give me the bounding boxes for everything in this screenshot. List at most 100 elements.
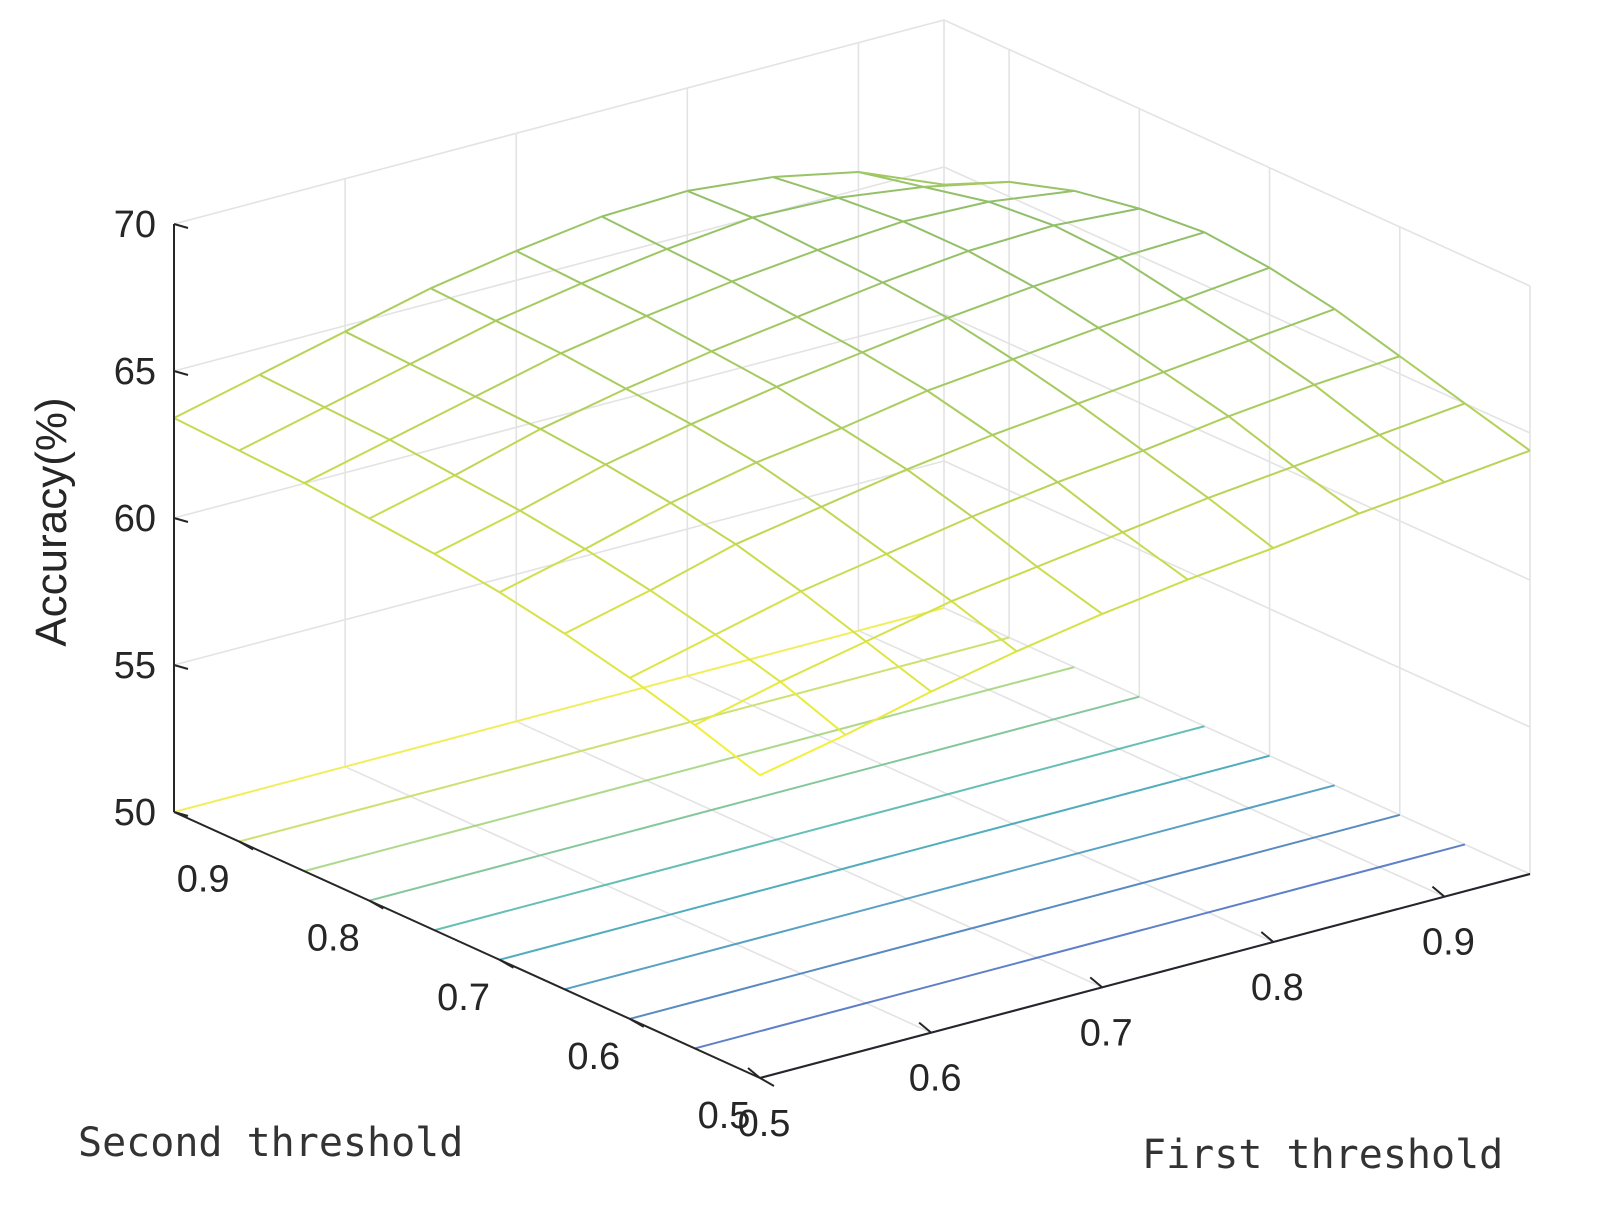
y-axis-label: Second threshold — [78, 1120, 463, 1166]
surface-mesh-line — [796, 281, 884, 318]
surface-mesh-line — [1053, 224, 1120, 259]
surface-mesh-line — [902, 220, 969, 252]
surface-mesh-line — [629, 677, 696, 726]
surface-mesh-line — [694, 680, 781, 726]
surface-mesh-line — [564, 632, 631, 679]
surface-mesh-line — [751, 216, 819, 251]
surface-mesh-line — [499, 591, 566, 635]
surface-mesh-line — [1101, 578, 1189, 615]
surface-mesh-line — [1122, 496, 1209, 534]
surface-mesh-line — [906, 434, 993, 471]
surface-mesh-line — [735, 543, 802, 593]
surface-mesh-line — [1228, 383, 1315, 418]
side-wall-gridline — [943, 166, 1531, 434]
surface-mesh-line — [1008, 180, 1075, 192]
surface-mesh-line — [645, 315, 713, 353]
floor-contour-line — [499, 754, 1270, 961]
surface-mesh-line — [951, 565, 1038, 603]
surface-mesh-line — [690, 423, 757, 464]
surface-mesh-line — [1077, 402, 1144, 452]
z-axis-label: Accuracy(%) — [27, 397, 76, 646]
surface-mesh-line — [409, 363, 476, 398]
surface-mesh-line — [1118, 257, 1185, 301]
surface-mesh-line — [902, 200, 989, 223]
surface-mesh-line — [950, 600, 1018, 653]
surface-mesh-line — [947, 317, 1014, 361]
surface-mesh-line — [1056, 481, 1124, 534]
surface-mesh-line — [1163, 339, 1250, 373]
surface-mesh-line — [495, 319, 562, 355]
z-tick-mark — [173, 664, 189, 670]
z-tick-mark — [173, 223, 189, 229]
surface-mesh-line — [1032, 285, 1099, 329]
surface-mesh-line — [649, 589, 716, 636]
surface-mesh-line — [967, 224, 1055, 252]
surface-mesh-line — [259, 373, 326, 409]
surface-mesh-line — [772, 176, 839, 199]
floor-gridline — [515, 720, 1103, 989]
surface-mesh-line — [780, 640, 867, 683]
z-tick-label: 60 — [114, 498, 156, 540]
surface-mesh-line — [1138, 207, 1205, 234]
surface-mesh-line — [1183, 298, 1250, 342]
surface-mesh-line — [841, 427, 908, 471]
surface-mesh-line — [1358, 481, 1445, 515]
surface-mesh-line — [344, 287, 432, 333]
surface-mesh-line — [845, 690, 932, 736]
z-tick-mark — [173, 811, 189, 817]
side-wall-gridline — [943, 607, 1531, 875]
surface-mesh-line — [967, 250, 1034, 288]
surface-mesh-line — [1272, 512, 1360, 549]
surface-mesh-line — [841, 389, 928, 430]
surface-mesh-line — [759, 733, 846, 777]
surface-mesh-line — [580, 282, 647, 317]
surface-mesh-line — [1142, 449, 1209, 499]
surface-mesh-line — [238, 449, 305, 484]
surface-mesh-line — [837, 185, 924, 199]
y-axis-line — [173, 811, 761, 1079]
y-tick-label: 0.8 — [307, 918, 360, 960]
floor-gridline — [858, 629, 1445, 898]
surface-mesh-line — [666, 216, 753, 250]
surface-mesh-line — [714, 633, 782, 683]
surface-mesh-line — [971, 515, 1038, 568]
floor-gridline — [344, 765, 932, 1034]
surface-mesh-line — [625, 350, 712, 390]
surface-mesh-line — [629, 633, 716, 679]
surface-mesh-line — [752, 196, 839, 219]
y-tick-mark — [629, 1018, 645, 1028]
surface-mesh-line — [930, 650, 1018, 693]
surface-mesh-line — [1228, 415, 1295, 468]
y-tick-mark — [759, 1077, 775, 1087]
surface-mesh-line — [755, 461, 822, 508]
back-wall-gridline — [173, 166, 945, 372]
surface-mesh-line — [926, 358, 1014, 392]
surface-mesh-line — [1036, 531, 1124, 568]
surface-mesh-line — [1207, 465, 1295, 499]
surface-mesh-line — [539, 428, 607, 466]
surface-mesh-line — [625, 387, 692, 426]
surface-mesh-line — [800, 590, 867, 643]
surface-mesh-line — [646, 280, 733, 317]
surface-mesh-line — [1053, 207, 1140, 227]
surface-mesh-line — [259, 330, 346, 376]
surface-mesh-line — [1399, 355, 1466, 405]
surface-mesh-line — [454, 474, 521, 512]
surface-mesh-line — [820, 468, 908, 508]
surface-mesh-line — [1016, 613, 1103, 653]
surface-mesh-line — [865, 640, 932, 693]
surface-mesh-line — [564, 589, 651, 635]
y-tick-label: 0.6 — [567, 1036, 620, 1078]
surface-mesh-line — [560, 315, 647, 355]
surface-mesh-line — [686, 189, 753, 219]
surface-mesh-line — [776, 351, 863, 388]
surface-mesh-line — [1444, 449, 1531, 484]
surface-mesh-line — [991, 434, 1059, 484]
surface-mesh-line — [1073, 189, 1140, 210]
surface-mesh-line — [173, 417, 240, 452]
surface-mesh — [173, 171, 1531, 777]
surface-mesh-line — [1313, 384, 1380, 436]
surface-mesh-line — [499, 548, 586, 594]
surface-mesh-line — [1098, 298, 1185, 329]
surface-mesh-line — [519, 509, 586, 550]
